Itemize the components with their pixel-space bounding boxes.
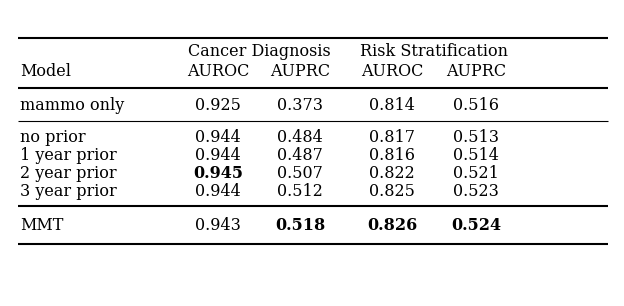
- Text: 0.944: 0.944: [195, 182, 241, 200]
- Text: 0.512: 0.512: [277, 182, 323, 200]
- Text: 0.925: 0.925: [195, 98, 241, 114]
- Text: 2 year prior: 2 year prior: [20, 165, 117, 181]
- Text: 0.822: 0.822: [369, 165, 415, 181]
- Text: 1 year prior: 1 year prior: [20, 147, 117, 163]
- Text: AUROC: AUROC: [187, 64, 249, 80]
- Text: 0.524: 0.524: [451, 218, 501, 234]
- Text: Model: Model: [20, 64, 71, 80]
- Text: 0.513: 0.513: [453, 129, 499, 145]
- Text: 0.487: 0.487: [277, 147, 323, 163]
- Text: 0.817: 0.817: [369, 129, 415, 145]
- Text: 0.373: 0.373: [277, 98, 323, 114]
- Text: MMT: MMT: [20, 218, 64, 234]
- Text: 0.516: 0.516: [453, 98, 499, 114]
- Text: AUPRC: AUPRC: [270, 64, 330, 80]
- Text: 0.523: 0.523: [453, 182, 499, 200]
- Text: 0.826: 0.826: [367, 218, 417, 234]
- Text: no prior: no prior: [20, 129, 85, 145]
- Text: 0.814: 0.814: [369, 98, 415, 114]
- Text: 0.484: 0.484: [277, 129, 323, 145]
- Text: 0.945: 0.945: [193, 165, 243, 181]
- Text: Risk Stratification: Risk Stratification: [360, 43, 508, 61]
- Text: 0.514: 0.514: [453, 147, 499, 163]
- Text: 0.943: 0.943: [195, 218, 241, 234]
- Text: 3 year prior: 3 year prior: [20, 182, 117, 200]
- Text: 0.507: 0.507: [277, 165, 323, 181]
- Text: Cancer Diagnosis: Cancer Diagnosis: [188, 43, 330, 61]
- Text: mammo only: mammo only: [20, 98, 124, 114]
- Text: 0.521: 0.521: [453, 165, 499, 181]
- Text: 0.944: 0.944: [195, 147, 241, 163]
- Text: 0.518: 0.518: [275, 218, 325, 234]
- Text: AUPRC: AUPRC: [446, 64, 506, 80]
- Text: AUROC: AUROC: [361, 64, 423, 80]
- Text: 0.825: 0.825: [369, 182, 415, 200]
- Text: 0.816: 0.816: [369, 147, 415, 163]
- Text: 0.944: 0.944: [195, 129, 241, 145]
